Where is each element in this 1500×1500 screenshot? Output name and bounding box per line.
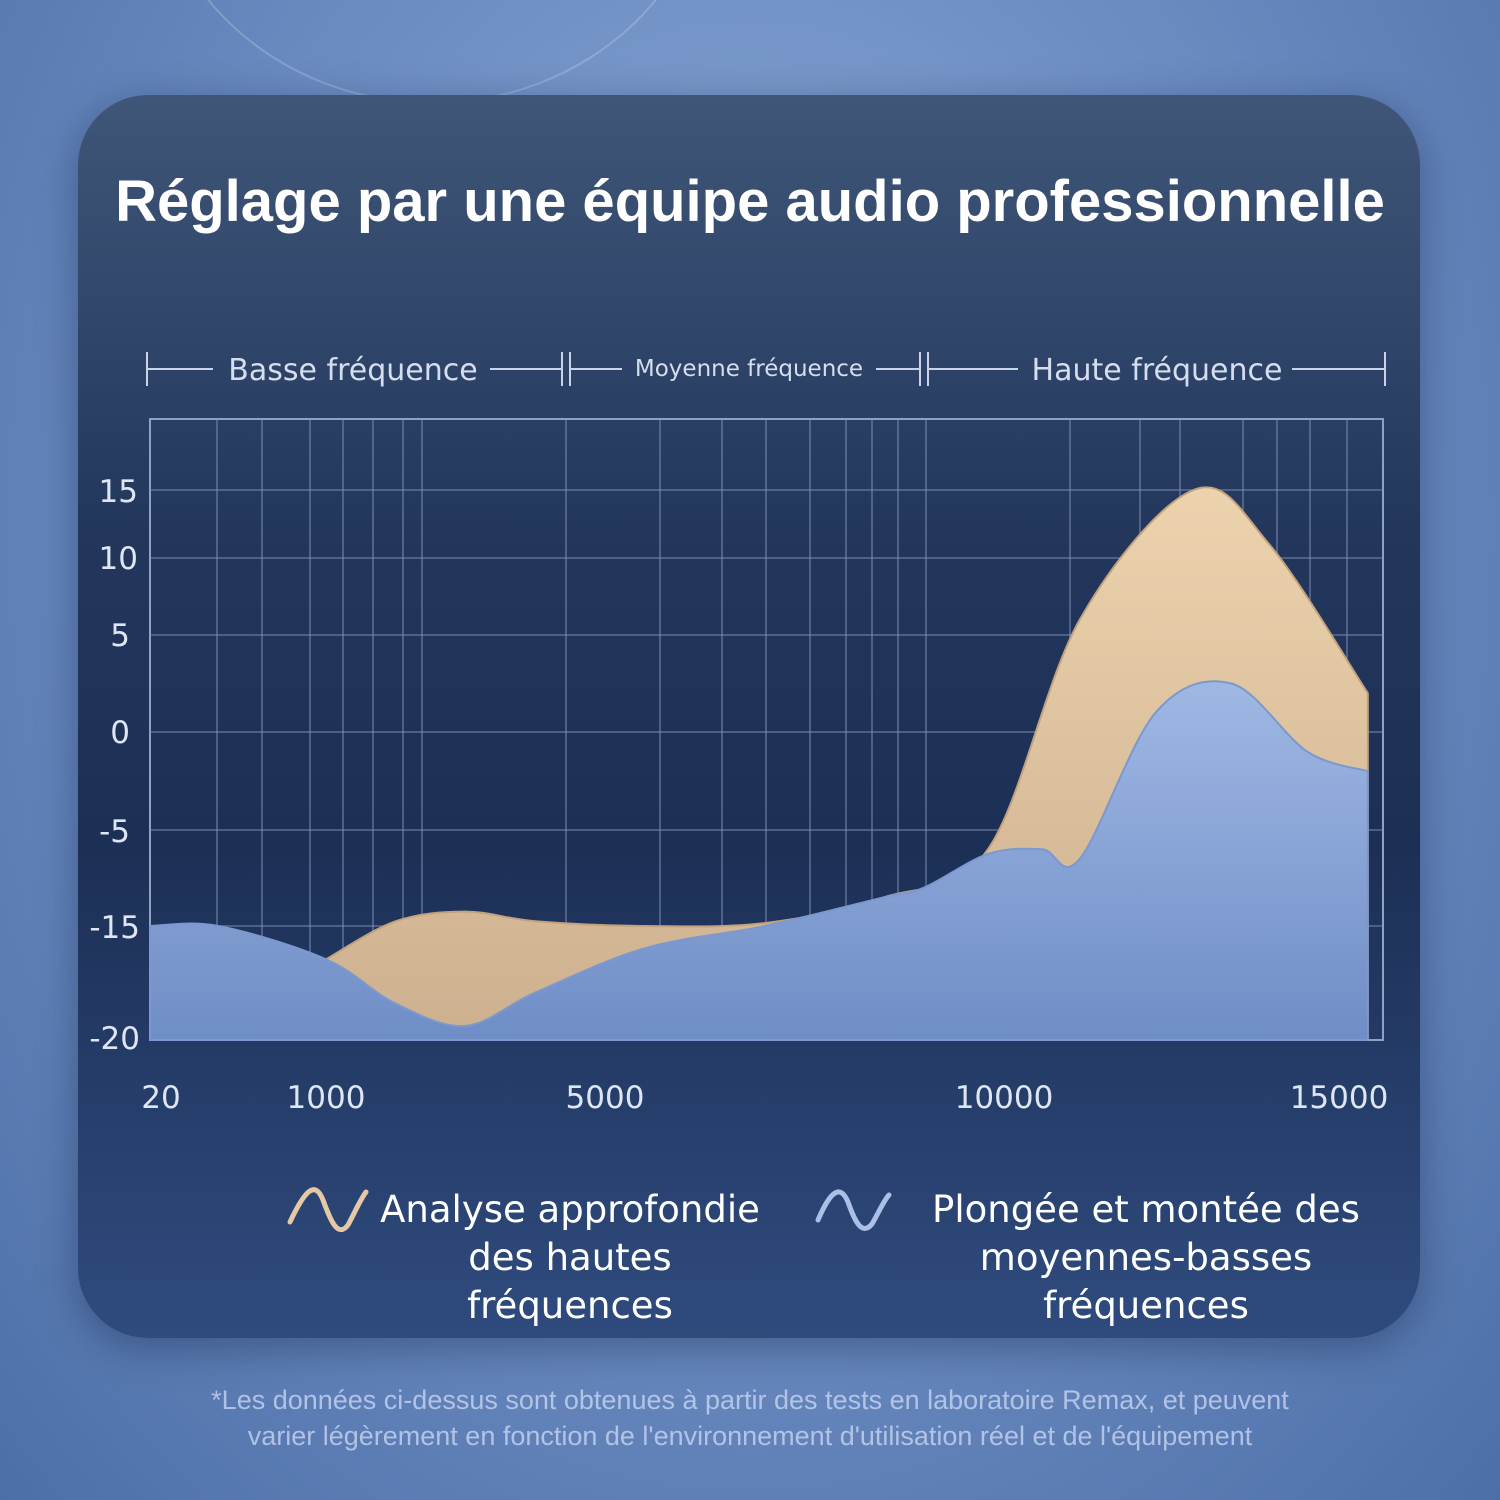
x-tick-20: 20 [141, 1080, 180, 1116]
legend-line: fréquences [467, 1284, 673, 1327]
x-tick-5000: 5000 [566, 1080, 645, 1116]
footnote-line: *Les données ci-dessus sont obtenues à p… [211, 1385, 1289, 1415]
y-tick-10: 10 [99, 541, 138, 577]
band-label-high: Haute fréquence [1032, 353, 1283, 388]
series-mid-bass-area [149, 680, 1369, 1041]
sine-wave-icon [815, 1189, 892, 1231]
band-brackets [146, 352, 1386, 386]
legend-line: des hautes [468, 1236, 672, 1279]
page-title: Réglage par une équipe audio professionn… [115, 169, 1385, 234]
x-tick-1000: 1000 [287, 1080, 366, 1116]
legend-line: fréquences [1043, 1284, 1249, 1327]
y-tick-5: 5 [110, 618, 130, 654]
y-tick-0: 0 [110, 715, 130, 751]
legend-line: Analyse approfondie [380, 1188, 760, 1231]
legend-mid-bass: Plongée et montée des moyennes-basses fr… [912, 1186, 1380, 1330]
y-tick-minus20: -20 [89, 1021, 140, 1057]
y-tick-15: 15 [99, 474, 138, 510]
band-label-mid: Moyenne fréquence [635, 356, 863, 382]
footnote-line: varier légèrement en fonction de l'envir… [247, 1421, 1253, 1451]
legend-high-frequency: Analyse approfondie des hautes fréquence… [370, 1186, 770, 1330]
band-label-low: Basse fréquence [228, 353, 477, 388]
footnote: *Les données ci-dessus sont obtenues à p… [60, 1382, 1440, 1454]
y-tick-minus5: -5 [99, 814, 130, 850]
x-tick-15000: 15000 [1290, 1080, 1389, 1116]
y-tick-minus15: -15 [89, 910, 140, 946]
x-tick-10000: 10000 [955, 1080, 1054, 1116]
legend-line: Plongée et montée des [932, 1188, 1360, 1231]
sine-wave-icon [287, 1187, 369, 1233]
legend-line: moyennes-basses [979, 1236, 1313, 1279]
